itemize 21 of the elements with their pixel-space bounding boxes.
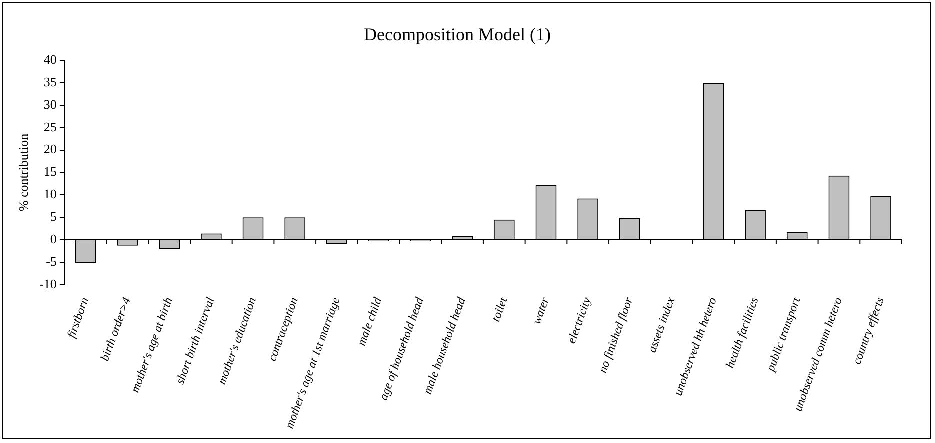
y-tick-label: 40 xyxy=(44,52,57,68)
x-tick-label: assets index xyxy=(644,295,678,355)
y-axis-title: % contribution xyxy=(16,133,32,212)
x-tick-label: no finished floor xyxy=(595,295,636,375)
y-tick-label: 20 xyxy=(44,142,57,157)
x-tick-label: toilet xyxy=(488,295,510,324)
y-tick-label: 0 xyxy=(50,231,57,246)
y-tick-label: -10 xyxy=(40,276,57,292)
y-tick-label: 25 xyxy=(44,119,57,134)
y-tick-label: 30 xyxy=(44,96,57,112)
y-tick-label: 15 xyxy=(44,164,57,180)
x-tick-label: male child xyxy=(354,294,385,348)
y-tick-label: 35 xyxy=(44,74,57,90)
x-tick-label: birth order>4 xyxy=(98,296,134,363)
y-tick-label: -5 xyxy=(46,254,57,269)
x-tick-label: water xyxy=(530,295,552,326)
x-tick-label: country effects xyxy=(850,295,887,366)
chart-title: Decomposition Model (1) xyxy=(364,24,551,45)
y-tick-label: 10 xyxy=(44,186,57,202)
y-tick-label: 5 xyxy=(50,209,57,224)
x-tick-label: short birth interval xyxy=(172,295,218,386)
